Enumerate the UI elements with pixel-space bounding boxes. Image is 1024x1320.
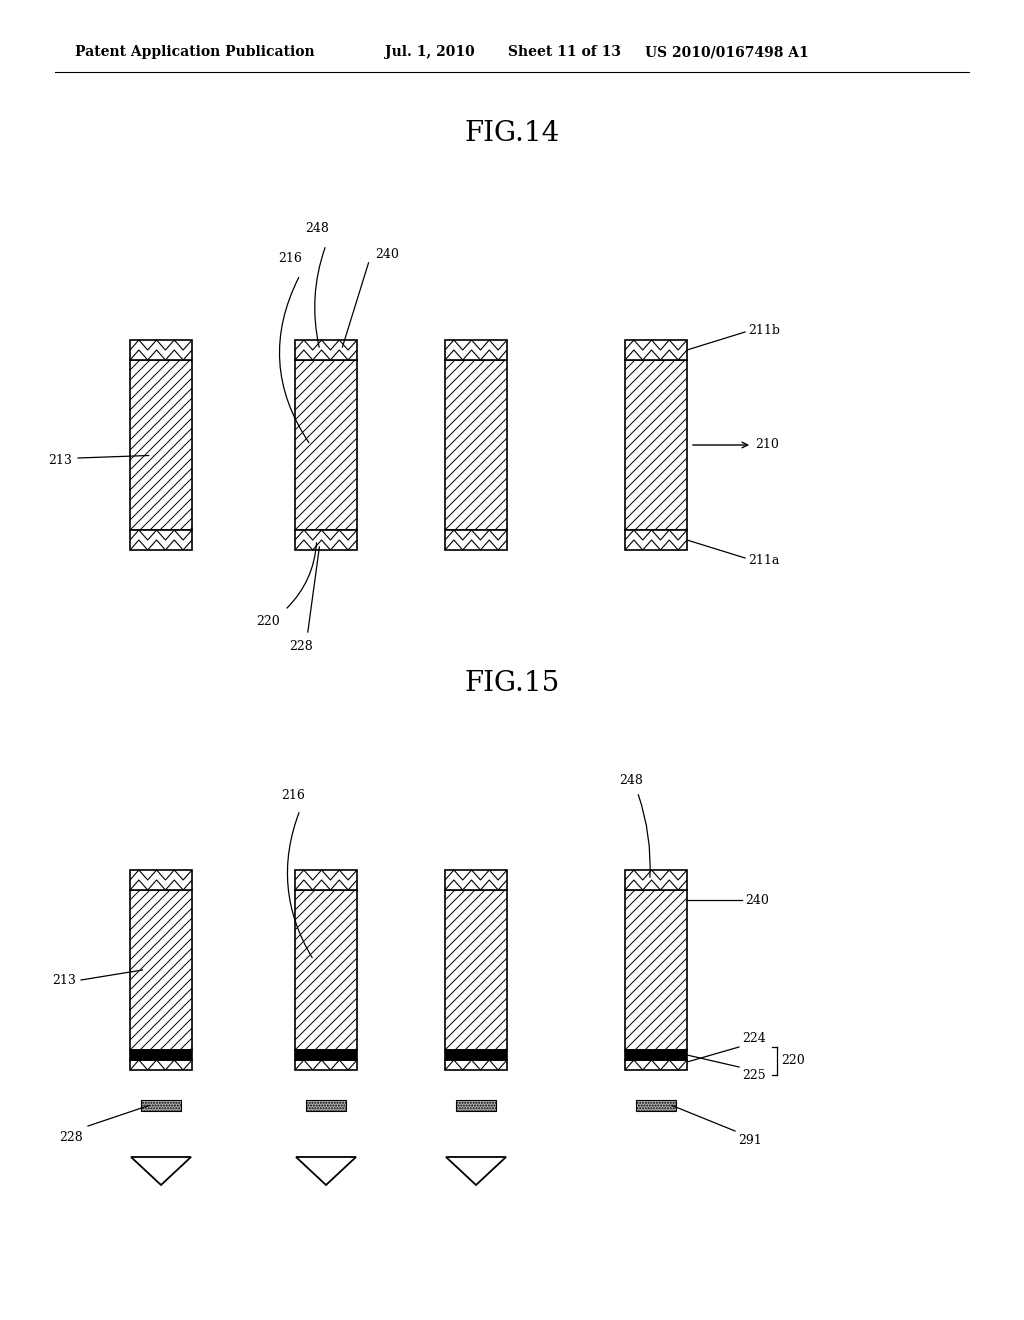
Text: 216: 216 bbox=[279, 252, 302, 265]
Bar bbox=[456, 1100, 496, 1111]
Text: 248: 248 bbox=[620, 774, 643, 787]
Bar bbox=[306, 1100, 346, 1111]
Text: 210: 210 bbox=[755, 438, 779, 451]
Bar bbox=[625, 890, 687, 1049]
Bar bbox=[445, 870, 507, 890]
Text: 240: 240 bbox=[376, 248, 399, 261]
Polygon shape bbox=[131, 1158, 191, 1185]
Text: 211a: 211a bbox=[748, 553, 779, 566]
Polygon shape bbox=[296, 1158, 356, 1185]
Text: 228: 228 bbox=[59, 1131, 83, 1144]
Bar bbox=[295, 1049, 357, 1060]
Text: 220: 220 bbox=[256, 615, 280, 628]
Text: Patent Application Publication: Patent Application Publication bbox=[75, 45, 314, 59]
Bar bbox=[130, 890, 193, 1049]
Bar bbox=[445, 341, 507, 360]
Bar bbox=[445, 531, 507, 550]
Bar bbox=[141, 1100, 181, 1111]
Text: 248: 248 bbox=[305, 222, 329, 235]
Text: 291: 291 bbox=[738, 1134, 762, 1147]
Text: 224: 224 bbox=[742, 1032, 766, 1045]
Text: Sheet 11 of 13: Sheet 11 of 13 bbox=[508, 45, 621, 59]
Bar bbox=[445, 1049, 507, 1060]
Bar bbox=[295, 870, 357, 890]
Text: 216: 216 bbox=[281, 789, 305, 803]
Bar bbox=[130, 531, 193, 550]
Text: 228: 228 bbox=[290, 640, 313, 653]
Bar bbox=[625, 1060, 687, 1071]
Text: 211b: 211b bbox=[748, 323, 780, 337]
Bar bbox=[445, 1060, 507, 1071]
Bar bbox=[295, 531, 357, 550]
Bar bbox=[130, 870, 193, 890]
Polygon shape bbox=[446, 1158, 506, 1185]
Text: Jul. 1, 2010: Jul. 1, 2010 bbox=[385, 45, 475, 59]
Bar bbox=[295, 890, 357, 1049]
Bar bbox=[625, 531, 687, 550]
Bar bbox=[636, 1100, 676, 1111]
Bar bbox=[445, 890, 507, 1049]
Bar bbox=[141, 1100, 181, 1111]
Bar bbox=[130, 1060, 193, 1071]
Text: FIG.15: FIG.15 bbox=[464, 671, 560, 697]
Bar bbox=[625, 360, 687, 531]
Text: 213: 213 bbox=[52, 974, 76, 986]
Bar bbox=[130, 341, 193, 360]
Bar bbox=[306, 1100, 346, 1111]
Text: FIG.14: FIG.14 bbox=[464, 120, 560, 147]
Bar bbox=[625, 1049, 687, 1060]
Bar bbox=[636, 1100, 676, 1111]
Bar bbox=[295, 341, 357, 360]
Bar bbox=[456, 1100, 496, 1111]
Text: 220: 220 bbox=[781, 1055, 805, 1068]
Text: US 2010/0167498 A1: US 2010/0167498 A1 bbox=[645, 45, 809, 59]
Text: 225: 225 bbox=[742, 1069, 766, 1082]
Bar bbox=[625, 341, 687, 360]
Text: 240: 240 bbox=[745, 894, 769, 907]
Bar bbox=[130, 360, 193, 531]
Text: 213: 213 bbox=[48, 454, 72, 466]
Bar bbox=[130, 1049, 193, 1060]
Bar bbox=[445, 360, 507, 531]
Bar bbox=[295, 1060, 357, 1071]
Bar bbox=[295, 360, 357, 531]
Bar bbox=[625, 870, 687, 890]
